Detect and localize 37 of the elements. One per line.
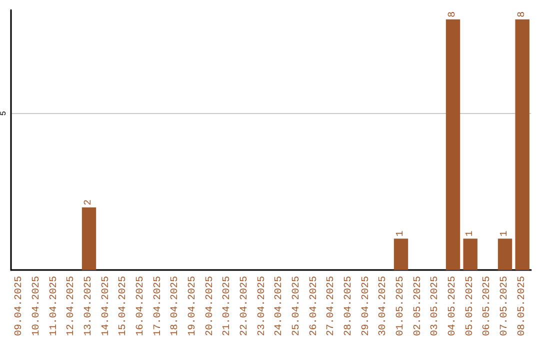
x-tick-label: 26.04.2025: [308, 276, 320, 336]
x-tick-label: 17.04.2025: [152, 276, 164, 336]
x-tick-label: 19.04.2025: [188, 276, 198, 336]
x-tick-label: 11.04.2025: [48, 276, 60, 336]
x-tick-label: 18.04.2025: [170, 276, 182, 336]
x-tick-label: 06.05.2025: [482, 276, 494, 336]
x-tick-label: 23.04.2025: [256, 276, 268, 336]
x-tick-label: 04.05.2025: [448, 276, 458, 336]
data-label: 8: [448, 11, 458, 18]
data-label: 1: [500, 230, 510, 237]
data-label: 1: [396, 230, 406, 237]
data-label: 1: [464, 230, 476, 237]
y-tick-label: 5: [0, 110, 8, 116]
x-tick-label: 09.04.2025: [14, 276, 26, 336]
x-tick-label: 29.04.2025: [360, 276, 372, 336]
x-tick-label: 21.04.2025: [222, 276, 234, 336]
x-tick-label: 22.04.2025: [240, 276, 250, 336]
x-tick-label: 03.05.2025: [430, 276, 442, 336]
x-tick-label: 15.04.2025: [118, 276, 130, 336]
data-label: 2: [84, 199, 94, 206]
x-tick-label: 24.04.2025: [274, 276, 286, 336]
x-tick-label: 02.05.2025: [412, 276, 424, 336]
x-tick-label: 20.04.2025: [204, 276, 216, 336]
x-tick-label: 25.04.2025: [292, 276, 302, 336]
data-label: 8: [516, 11, 528, 18]
x-tick-label: 13.04.2025: [84, 276, 94, 336]
x-tick-label: 05.05.2025: [464, 276, 476, 336]
x-tick-label: 30.04.2025: [378, 276, 390, 336]
x-tick-label: 08.05.2025: [516, 276, 528, 336]
x-tick-label: 28.04.2025: [344, 276, 354, 336]
x-tick-label: 01.05.2025: [396, 276, 406, 336]
x-tick-label: 07.05.2025: [500, 276, 510, 336]
x-tick-label: 27.04.2025: [326, 276, 338, 336]
x-tick-label: 14.04.2025: [100, 276, 112, 336]
x-tick-label: 10.04.2025: [32, 276, 42, 336]
x-tick-label: 16.04.2025: [136, 276, 146, 336]
x-tick-label: 12.04.2025: [66, 276, 78, 336]
